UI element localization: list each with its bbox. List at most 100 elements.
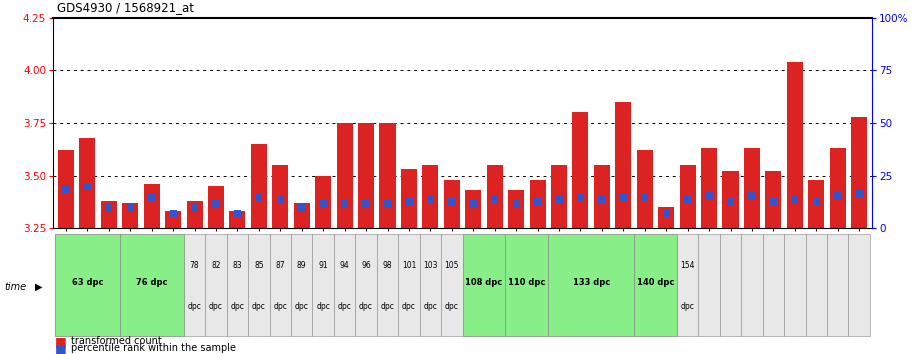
Bar — [126, 204, 134, 211]
Bar — [641, 194, 649, 201]
Bar — [484, 234, 505, 336]
Bar — [191, 204, 199, 211]
Bar — [701, 148, 717, 228]
Bar — [658, 207, 674, 228]
Bar — [380, 123, 395, 228]
Bar — [848, 234, 870, 336]
Bar — [662, 210, 670, 218]
Text: dpc: dpc — [424, 302, 437, 311]
Bar — [784, 234, 805, 336]
Text: 85: 85 — [254, 261, 264, 270]
Bar — [423, 165, 438, 228]
Bar — [358, 123, 374, 228]
Bar — [362, 200, 370, 207]
Bar — [294, 203, 310, 228]
Bar — [555, 196, 563, 203]
Bar — [58, 150, 74, 228]
Bar — [98, 234, 120, 336]
Bar — [77, 234, 98, 336]
Bar — [187, 201, 202, 228]
Text: 154: 154 — [681, 261, 694, 270]
Bar — [123, 203, 138, 228]
Bar — [787, 62, 802, 228]
Text: 94: 94 — [339, 261, 350, 270]
Bar — [55, 234, 77, 336]
Bar — [634, 234, 677, 336]
Bar — [698, 234, 720, 336]
Bar — [619, 194, 627, 201]
Bar — [144, 184, 160, 228]
Bar — [273, 165, 288, 228]
Text: dpc: dpc — [681, 302, 694, 311]
Text: 133 dpc: 133 dpc — [573, 278, 609, 287]
Bar — [655, 234, 677, 336]
Text: 140 dpc: 140 dpc — [637, 278, 674, 287]
Bar — [808, 180, 824, 228]
Bar — [184, 234, 205, 336]
Bar — [248, 234, 270, 336]
Bar — [384, 200, 391, 207]
Bar — [234, 210, 241, 218]
Bar — [55, 234, 120, 336]
Bar — [570, 234, 591, 336]
Text: 78: 78 — [189, 261, 199, 270]
Bar — [148, 194, 156, 201]
Bar — [770, 198, 777, 205]
Bar — [720, 234, 741, 336]
Bar — [208, 186, 224, 228]
Bar — [813, 198, 820, 205]
Bar — [508, 190, 524, 228]
Bar — [573, 113, 588, 228]
Bar — [62, 185, 70, 193]
Bar — [548, 234, 634, 336]
Text: 105: 105 — [445, 261, 459, 270]
Bar — [141, 234, 162, 336]
Bar — [255, 194, 263, 201]
Bar — [744, 148, 760, 228]
Bar — [84, 183, 91, 190]
Bar — [401, 169, 417, 228]
Text: dpc: dpc — [359, 302, 373, 311]
Bar — [405, 198, 413, 205]
Bar — [448, 198, 456, 205]
Bar — [727, 198, 734, 205]
Text: 83: 83 — [232, 261, 242, 270]
Bar — [505, 234, 548, 336]
Text: dpc: dpc — [252, 302, 266, 311]
Text: 63 dpc: 63 dpc — [71, 278, 103, 287]
Bar — [576, 194, 584, 201]
Bar — [251, 144, 267, 228]
Bar — [426, 196, 434, 203]
Bar — [355, 234, 377, 336]
Bar — [169, 210, 177, 218]
Bar — [80, 138, 95, 228]
Bar — [791, 196, 799, 203]
Bar — [830, 148, 845, 228]
Bar — [341, 200, 349, 207]
Bar — [741, 234, 763, 336]
Bar — [230, 211, 245, 228]
Bar — [527, 234, 548, 336]
Bar — [834, 192, 841, 199]
Text: dpc: dpc — [274, 302, 287, 311]
Text: 98: 98 — [382, 261, 393, 270]
Bar — [462, 234, 484, 336]
Bar — [334, 234, 355, 336]
Bar — [298, 204, 306, 211]
Bar — [398, 234, 420, 336]
Bar — [677, 234, 698, 336]
Bar — [613, 234, 634, 336]
Bar — [120, 234, 141, 336]
Text: 101: 101 — [402, 261, 416, 270]
Text: dpc: dpc — [445, 302, 458, 311]
Text: transformed count: transformed count — [71, 336, 162, 346]
Bar — [505, 234, 527, 336]
Bar — [162, 234, 184, 336]
Bar — [594, 165, 610, 228]
Text: dpc: dpc — [188, 302, 201, 311]
Bar — [377, 234, 398, 336]
Bar — [530, 180, 545, 228]
Bar — [748, 192, 756, 199]
Bar — [212, 200, 220, 207]
Text: dpc: dpc — [231, 302, 244, 311]
